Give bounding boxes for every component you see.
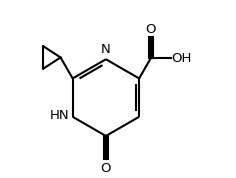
Text: OH: OH <box>172 52 192 65</box>
Text: O: O <box>101 162 111 175</box>
Text: N: N <box>101 43 111 56</box>
Text: O: O <box>145 22 156 35</box>
Text: HN: HN <box>50 109 69 122</box>
